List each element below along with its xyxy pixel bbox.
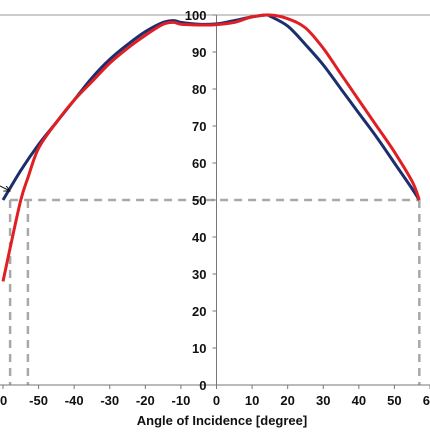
y-tick-label: 70 [192,119,206,134]
x-axis-label: Angle of Incidence [degree] [137,413,307,428]
y-tick-label: 0 [199,378,206,393]
axes [0,14,430,389]
tick-labels: 0 10 20 30 40 50 60 70 80 90 100 0 -50 -40 -30 -20 -10 0 1… [0,8,430,408]
reference-lines [8,198,421,385]
annotation-arrow [0,185,10,191]
y-tick-label: 100 [185,8,207,23]
x-tick-label: 6 [423,393,430,408]
y-tick-label: 20 [192,304,206,319]
x-tick-label: 10 [245,393,259,408]
y-tick-label: 50 [192,193,206,208]
x-tick-label: 50 [387,393,401,408]
series-line-1 [1,13,421,201]
x-tick-label: 20 [280,393,294,408]
y-tick-label: 40 [192,230,206,245]
x-tick-label: -20 [136,393,155,408]
x-tick-label: -50 [29,393,48,408]
x-tick-label: -30 [100,393,119,408]
y-tick-label: 80 [192,82,206,97]
y-tick-label: 90 [192,45,206,60]
series-line-2 [1,13,421,282]
y-tick-label: 60 [192,156,206,171]
x-tick-label: 0 [0,393,7,408]
x-tick-label: 0 [213,393,220,408]
y-tick-label: 30 [192,267,206,282]
x-tick-label: -40 [65,393,84,408]
x-tick-label: -10 [172,393,191,408]
x-tick-label: 30 [316,393,330,408]
y-tick-label: 10 [192,341,206,356]
x-tick-label: 40 [352,393,366,408]
series-lines [1,13,421,282]
